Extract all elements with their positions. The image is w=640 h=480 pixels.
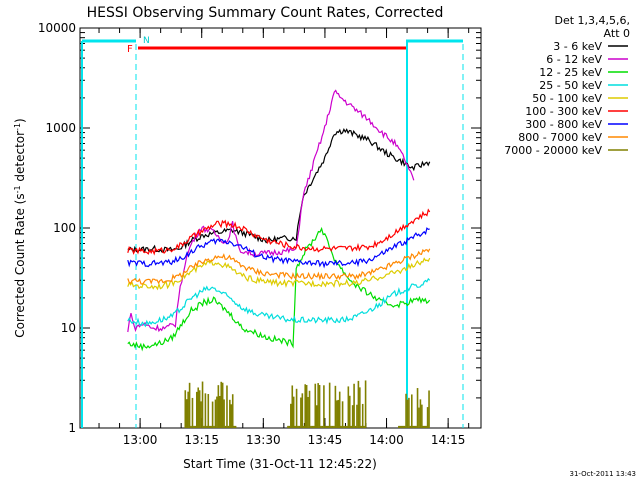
y-tick-label: 100 [53,221,76,235]
y-tick-label: 10000 [38,21,76,35]
x-tick-label: 13:15 [184,433,219,447]
x-tick-label: 13:00 [123,433,158,447]
legend-label: 7000 - 20000 keV [504,144,602,157]
legend-label: 300 - 800 keV [525,118,602,131]
legend-header-1: Det 1,3,4,5,6, [554,14,630,27]
series-line-25-50-kev [127,277,431,328]
flag-label-n: N [143,36,150,46]
x-tick-label: 14:00 [369,433,404,447]
x-tick-label: 14:15 [431,433,466,447]
x-axis-label: Start Time (31-Oct-11 12:45:22) [183,457,377,471]
series-line-50-100-kev [127,257,431,291]
legend-label: 800 - 7000 keV [518,131,602,144]
series-line-800-7000-kev [127,248,431,285]
flag-bars: F N [81,36,464,428]
y-tick-label: 1 [68,421,76,435]
legend-label: 6 - 12 keV [546,53,602,66]
timestamp: 31-Oct-2011 13:43 [570,470,636,478]
series-7000-20000-kev-blocks [184,380,430,428]
series-lines [127,89,431,352]
y-tick-label: 1000 [45,121,76,135]
y-axis-label: Corrected Count Rate (s-1 detector-1) [13,118,28,337]
series-line-6-12-kev [127,89,415,333]
legend-label: 25 - 50 keV [539,79,602,92]
y-tick-label: 10 [61,321,76,335]
series-line-12-25-kev [127,226,431,352]
flag-label-f: F [127,44,133,55]
legend-label: 12 - 25 keV [539,66,602,79]
x-tick-label: 13:45 [308,433,343,447]
series-line-300-800-kev [127,227,430,269]
series-line-100-300-kev [127,208,431,256]
chart-title: HESSI Observing Summary Count Rates, Cor… [87,5,444,21]
legend-label: 100 - 300 keV [525,105,602,118]
series-line-3-6-kev [127,128,431,254]
legend-header-2: Att 0 [604,27,630,40]
x-tick-label: 13:30 [246,433,281,447]
legend-label: 50 - 100 keV [532,92,602,105]
legend-label: 3 - 6 keV [553,40,602,53]
